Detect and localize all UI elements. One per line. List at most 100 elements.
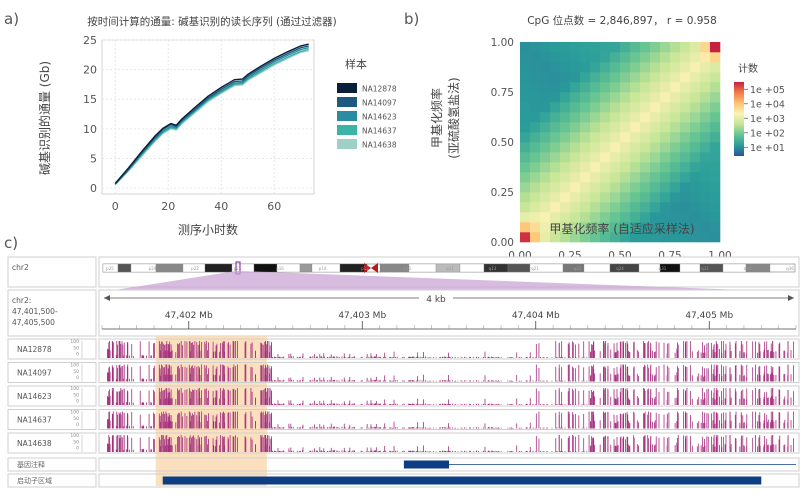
methylation-bar	[420, 380, 422, 382]
methylation-bar	[123, 378, 124, 382]
methylation-bar	[117, 344, 118, 358]
methylation-bar	[417, 422, 419, 429]
methylation-bar	[107, 395, 108, 405]
methylation-bar	[739, 351, 741, 358]
methylation-bar	[627, 343, 629, 358]
methylation-bar	[315, 451, 317, 452]
methylation-bar	[366, 380, 368, 382]
methylation-bar	[457, 380, 459, 382]
methylation-bar	[685, 390, 687, 405]
methylation-bar	[769, 374, 771, 382]
methylation-bar	[430, 357, 432, 358]
methylation-bar	[330, 376, 332, 382]
methylation-bar	[208, 368, 209, 382]
methylation-bar	[676, 348, 678, 358]
methylation-bar	[654, 352, 655, 358]
methylation-bar	[689, 365, 691, 382]
methylation-bar	[360, 427, 362, 429]
methylation-bar	[164, 374, 166, 382]
methylation-bar	[139, 437, 141, 452]
methylation-bar	[167, 439, 169, 452]
methylation-bar	[706, 412, 708, 429]
methylation-bar	[666, 365, 668, 382]
methylation-bar	[717, 389, 719, 405]
methylation-bar	[644, 435, 645, 452]
methylation-bar	[310, 380, 312, 382]
heatmap-cell	[580, 42, 591, 53]
methylation-bar	[351, 357, 353, 358]
methylation-bar	[683, 364, 685, 382]
methylation-bar	[446, 403, 448, 405]
methylation-bar	[619, 341, 621, 358]
methylation-bar	[220, 388, 221, 405]
heatmap-cell	[630, 62, 641, 73]
methylation-bar	[288, 377, 290, 382]
methylation-bar	[219, 351, 220, 358]
heatmap-cell	[560, 172, 571, 183]
methylation-bar	[620, 414, 622, 429]
methylation-bar	[168, 437, 170, 452]
chrom-label-box	[7, 256, 97, 288]
methylation-bar	[333, 403, 335, 405]
methylation-bar	[279, 380, 281, 382]
methylation-bar	[177, 437, 178, 452]
methylation-bar	[107, 443, 108, 452]
methylation-bar	[170, 374, 171, 382]
methylation-bar	[425, 403, 426, 405]
heatmap-cell	[530, 212, 541, 223]
methylation-bar	[170, 344, 172, 358]
heatmap-cell	[550, 192, 561, 203]
methylation-bar	[616, 415, 618, 429]
methylation-bar	[192, 389, 194, 405]
methylation-bar	[445, 356, 446, 358]
methylation-bar	[426, 404, 428, 405]
methylation-bar	[281, 427, 283, 429]
methylation-bar	[108, 435, 110, 452]
methylation-bar	[583, 341, 585, 358]
methylation-bar	[414, 357, 416, 358]
track-y-tick-label: 100	[70, 433, 79, 439]
methylation-bar	[299, 451, 301, 452]
heatmap-cell	[710, 202, 721, 213]
methylation-bar	[274, 427, 276, 429]
methylation-bar	[186, 415, 188, 429]
heatmap-cell	[620, 92, 631, 103]
heatmap-cell	[600, 182, 611, 193]
gene-track-box	[98, 457, 800, 472]
methylation-bar	[771, 444, 773, 452]
heatmap-cell	[520, 202, 531, 213]
chart-a-title: 按时间计算的通量: 碱基识别的读长序列 (通过过滤器)	[87, 15, 336, 28]
heatmap-cell	[670, 162, 681, 173]
methylation-bar	[509, 451, 511, 452]
ideogram-zoom-fan	[102, 271, 796, 292]
methylation-bar	[298, 427, 300, 429]
methylation-bar	[741, 413, 742, 429]
panel-label-b: b)	[404, 10, 419, 28]
methylation-bar	[787, 341, 789, 358]
methylation-bar	[790, 420, 792, 429]
methylation-bar	[444, 427, 445, 429]
methylation-bar	[420, 427, 422, 429]
methylation-bar	[125, 449, 127, 452]
methylation-bar	[610, 421, 612, 429]
methylation-bar	[525, 380, 527, 382]
methylation-bar	[197, 411, 199, 429]
heatmap-cell	[680, 222, 691, 233]
heatmap-cell	[620, 142, 631, 153]
methylation-bar	[784, 396, 786, 405]
heatmap-cell	[700, 42, 711, 53]
methylation-bar	[323, 356, 325, 358]
heatmap-cell	[530, 232, 541, 243]
methylation-bar	[374, 427, 376, 429]
methylation-bar	[465, 450, 467, 452]
methylation-bar	[712, 420, 714, 429]
methylation-bar	[773, 374, 775, 382]
methylation-bar	[771, 419, 773, 429]
methylation-bar	[519, 404, 521, 405]
methylation-bar	[269, 368, 271, 382]
heatmap-cell	[550, 222, 561, 233]
methylation-bar	[787, 435, 789, 452]
methylation-bar	[701, 436, 703, 452]
chart-a-series-line	[114, 50, 309, 185]
methylation-bar	[511, 451, 513, 452]
